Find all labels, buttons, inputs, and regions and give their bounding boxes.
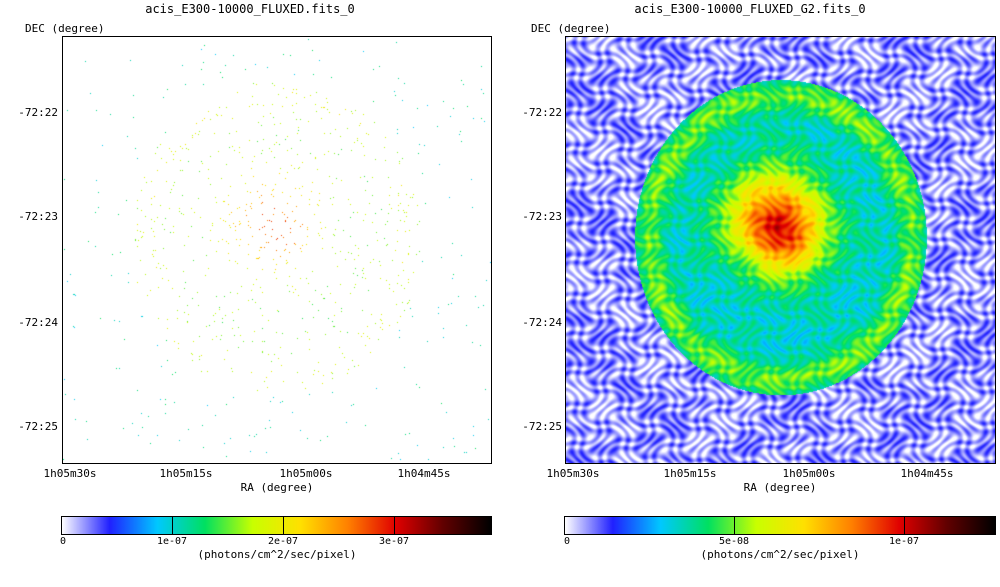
right-colorbar-tickline-1 bbox=[734, 516, 735, 535]
left-colorbar-tick-4: 3e-07 bbox=[378, 536, 410, 547]
left-y-tick-3: -72:24 bbox=[18, 316, 58, 329]
left-colorbar-units: (photons/cm^2/sec/pixel) bbox=[197, 548, 357, 561]
right-smoothed-flux-image bbox=[566, 37, 995, 463]
left-x-tick-3: 1h05m00s bbox=[279, 467, 333, 480]
right-x-tick-3: 1h05m00s bbox=[782, 467, 836, 480]
right-y-tick-2: -72:23 bbox=[522, 210, 562, 223]
right-colorbar-units: (photons/cm^2/sec/pixel) bbox=[700, 548, 860, 561]
left-colorbar-tick-3: 2e-07 bbox=[267, 536, 299, 547]
right-colorbar-tick-1: 0 bbox=[563, 536, 571, 547]
left-colorbar bbox=[61, 516, 492, 535]
left-y-axis-label: DEC (degree) bbox=[25, 22, 105, 35]
left-colorbar-tickline-1 bbox=[172, 516, 173, 535]
left-image-panel: acis_E300-10000_FLUXED.fits_0 DEC (degre… bbox=[18, 2, 492, 561]
right-y-tick-3: -72:24 bbox=[522, 316, 562, 329]
right-image-frame[interactable] bbox=[565, 36, 996, 464]
left-panel-title: acis_E300-10000_FLUXED.fits_0 bbox=[145, 2, 355, 16]
left-image-frame[interactable] bbox=[62, 36, 492, 464]
left-colorbar-tickline-3 bbox=[394, 516, 395, 535]
right-y-axis-label: DEC (degree) bbox=[531, 22, 611, 35]
right-panel-title: acis_E300-10000_FLUXED_G2.fits_0 bbox=[634, 2, 866, 16]
left-colorbar-tick-2: 1e-07 bbox=[156, 536, 188, 547]
right-image-panel: acis_E300-10000_FLUXED_G2.fits_0 DEC (de… bbox=[500, 0, 1000, 587]
right-x-tick-1: 1h05m30s bbox=[546, 467, 600, 480]
right-y-tick-4: -72:25 bbox=[522, 420, 562, 433]
left-x-tick-4: 1h04m45s bbox=[397, 467, 451, 480]
right-x-tick-2: 1h05m15s bbox=[663, 467, 717, 480]
left-x-tick-2: 1h05m15s bbox=[159, 467, 213, 480]
left-y-tick-1: -72:22 bbox=[18, 106, 58, 119]
left-y-tick-4: -72:25 bbox=[18, 420, 58, 433]
left-colorbar-tickline-2 bbox=[283, 516, 284, 535]
right-colorbar bbox=[564, 516, 996, 535]
left-colorbar-tick-1: 0 bbox=[59, 536, 67, 547]
right-y-tick-1: -72:22 bbox=[522, 106, 562, 119]
left-y-tick-2: -72:23 bbox=[18, 210, 58, 223]
right-colorbar-tick-3: 1e-07 bbox=[888, 536, 920, 547]
left-raw-flux-image bbox=[63, 37, 491, 463]
left-x-tick-1: 1h05m30s bbox=[43, 467, 97, 480]
left-x-axis-label: RA (degree) bbox=[240, 481, 314, 494]
right-x-axis-label: RA (degree) bbox=[743, 481, 817, 494]
right-colorbar-tick-2: 5e-08 bbox=[718, 536, 750, 547]
right-colorbar-tickline-2 bbox=[904, 516, 905, 535]
right-x-tick-4: 1h04m45s bbox=[900, 467, 954, 480]
